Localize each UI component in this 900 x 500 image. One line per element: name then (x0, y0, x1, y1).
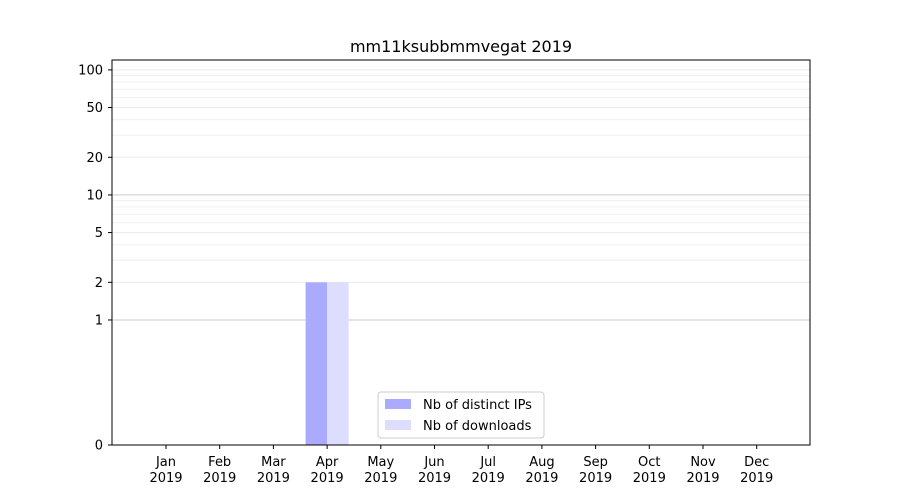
x-tick-label-year: 2019 (203, 471, 236, 486)
x-tick-label-month: Aug (529, 455, 554, 470)
bar-distinct-ips (305, 282, 328, 445)
legend: Nb of distinct IPs Nb of downloads (377, 391, 545, 439)
x-tick-label-month: Apr (316, 455, 339, 470)
x-tick-label-year: 2019 (633, 471, 666, 486)
x-tick-label-month: Nov (690, 455, 716, 470)
legend-swatch-ips (385, 399, 411, 409)
bar-downloads (327, 282, 349, 445)
x-tick-label-year: 2019 (257, 471, 290, 486)
x-tick-label-year: 2019 (472, 471, 505, 486)
x-tick-label-year: 2019 (579, 471, 612, 486)
y-axis: 0 1 2 5 10 20 50 100 (78, 63, 112, 454)
legend-frame (377, 391, 545, 439)
x-tick-label-month: Mar (261, 455, 286, 470)
x-tick-label-year: 2019 (740, 471, 773, 486)
y-tick-label: 20 (86, 151, 103, 166)
chart-title: mm11ksubbmmvegat 2019 (350, 37, 572, 56)
x-tick-label-year: 2019 (311, 471, 344, 486)
x-tick-label-month: Jun (423, 455, 444, 470)
x-tick-label-month: May (367, 455, 394, 470)
x-tick-label-month: Dec (744, 455, 769, 470)
y-tick-label: 0 (95, 439, 103, 454)
x-tick-label-month: Oct (638, 455, 660, 470)
y-tick-label: 100 (78, 63, 103, 78)
y-tick-label: 2 (95, 276, 103, 291)
y-tick-label: 1 (95, 313, 103, 328)
x-tick-label-year: 2019 (364, 471, 397, 486)
x-tick-label-year: 2019 (686, 471, 719, 486)
x-axis: Jan2019Feb2019Mar2019Apr2019May2019Jun20… (149, 445, 773, 486)
y-tick-label: 5 (95, 226, 103, 241)
bars (305, 282, 349, 445)
x-tick-label-month: Feb (208, 455, 231, 470)
x-tick-label-year: 2019 (418, 471, 451, 486)
x-tick-label-month: Jul (479, 455, 496, 470)
x-tick-label-month: Sep (583, 455, 608, 470)
legend-label-downloads: Nb of downloads (423, 419, 532, 434)
legend-swatch-downloads (385, 420, 411, 430)
legend-label-ips: Nb of distinct IPs (423, 398, 532, 413)
y-tick-label: 50 (86, 101, 103, 116)
x-tick-label-year: 2019 (149, 471, 182, 486)
plot-frame (111, 59, 811, 446)
y-tick-label: 10 (86, 188, 103, 203)
x-tick-label-month: Jan (155, 455, 176, 470)
grid (112, 69, 810, 446)
x-tick-label-year: 2019 (525, 471, 558, 486)
